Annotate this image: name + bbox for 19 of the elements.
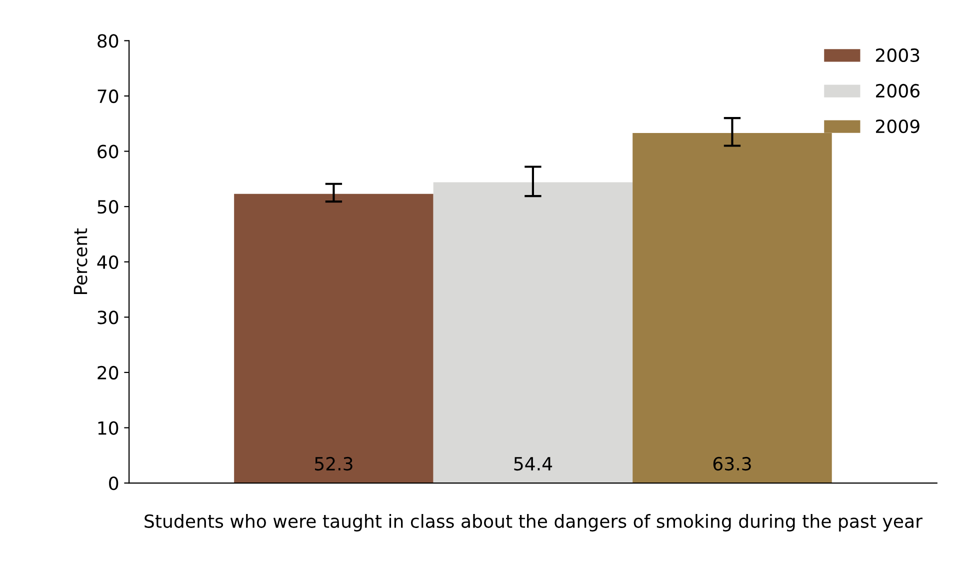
- data-label: 63.3: [713, 456, 751, 471]
- y-tick-label: 40: [97, 255, 118, 269]
- y-tick-label: 30: [98, 310, 118, 324]
- y-tick-label: 80: [98, 34, 118, 48]
- y-tick-label: 50: [98, 200, 118, 214]
- bar: [234, 194, 434, 484]
- y-axis-title: Percent: [74, 228, 88, 294]
- legend-label: 2009: [876, 119, 920, 134]
- legend-label: 2006: [876, 84, 920, 98]
- legend-label: 2003: [876, 48, 920, 62]
- data-label: 52.3: [315, 456, 352, 471]
- y-tick-label: 10: [98, 421, 118, 435]
- y-tick-label: 70: [98, 89, 118, 104]
- data-label: 54.4: [514, 457, 552, 471]
- bar: [433, 182, 633, 484]
- x-tick-label: Students who were taught in class about the dangers of smoking during the past year: [144, 514, 922, 532]
- y-tick-label: 20: [98, 366, 118, 380]
- y-tick-label: 0: [109, 476, 118, 490]
- y-tick-label: 60: [98, 144, 118, 158]
